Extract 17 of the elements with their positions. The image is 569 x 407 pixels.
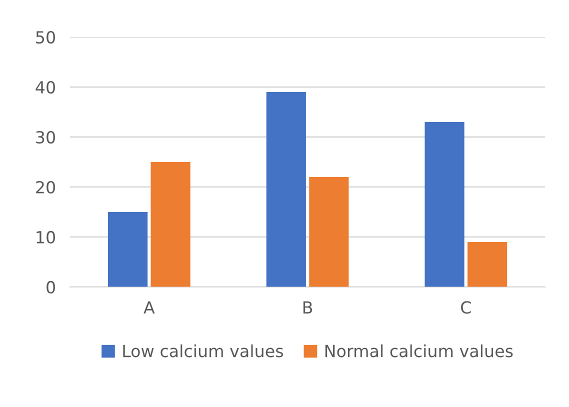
bar: [309, 176, 349, 287]
y-tick-label: 20: [36, 180, 55, 194]
x-tick-label: B: [303, 301, 312, 314]
legend-label: Normal calcium values: [325, 344, 513, 358]
bar: [424, 122, 464, 287]
bar: [150, 162, 190, 287]
y-tick-label: 40: [36, 80, 55, 94]
y-tick-label: 0: [46, 280, 55, 294]
bar: [108, 212, 148, 287]
y-tick-label: 30: [36, 130, 55, 144]
bar: [468, 242, 508, 287]
legend-label: Low calcium values: [123, 344, 283, 358]
y-tick-label: 10: [36, 230, 55, 244]
bar: [266, 92, 306, 287]
y-tick-label: 50: [36, 31, 55, 44]
x-tick-label: A: [144, 301, 155, 314]
x-tick-label: C: [461, 301, 471, 314]
